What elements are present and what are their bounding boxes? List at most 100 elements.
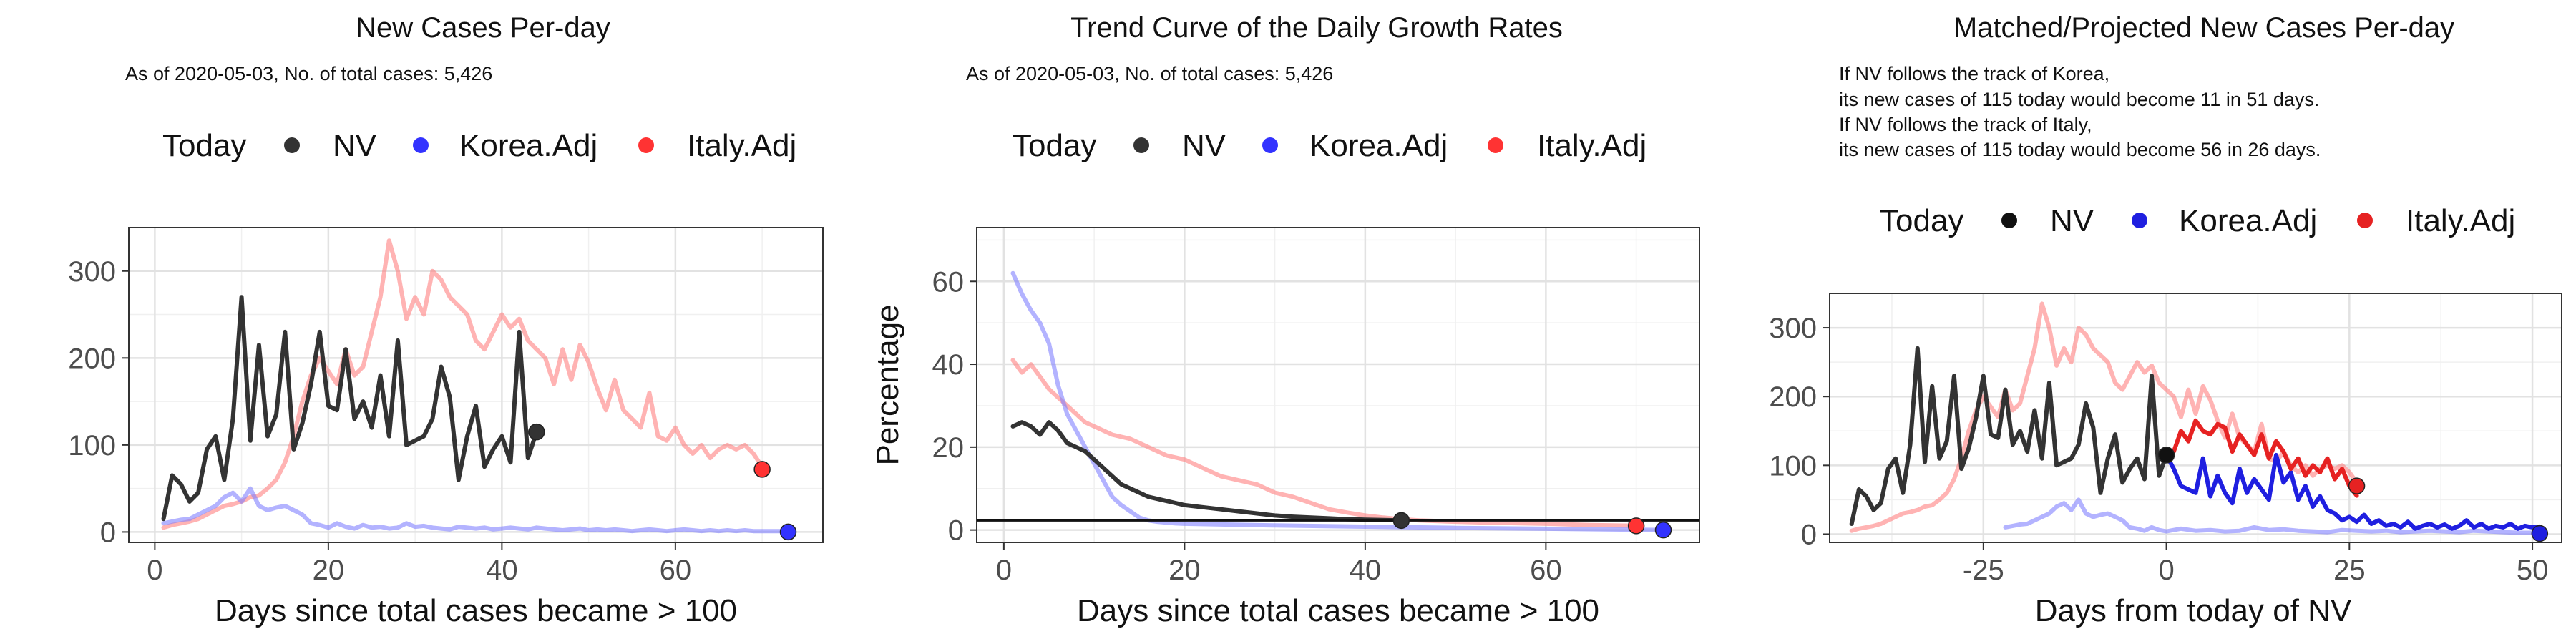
y-tick-label: 0 xyxy=(1801,519,1817,550)
x-tick-label: 0 xyxy=(147,555,162,586)
x-axis: -25 0 25 50 xyxy=(1963,542,2548,586)
legend-key-nv xyxy=(1133,137,1149,153)
legend-key-korea xyxy=(413,137,429,153)
today-point xyxy=(2348,477,2366,494)
legend-label-italy: Italy.Adj xyxy=(687,128,796,163)
x-tick-label: 20 xyxy=(1169,555,1201,586)
y-tick-label: 60 xyxy=(932,266,965,298)
y-tick-label: 100 xyxy=(1769,450,1817,482)
series-line xyxy=(2164,452,2542,531)
legend-key-italy xyxy=(1488,137,1503,153)
legend-label-nv: NV xyxy=(333,128,377,163)
chart-panel-projected: Matched/Projected New Cases Per-day If N… xyxy=(1769,12,2562,628)
series-layer xyxy=(161,238,797,541)
legend-label-nv: NV xyxy=(1182,128,1226,163)
y-tick-label: 100 xyxy=(68,430,116,462)
legend-key-nv xyxy=(284,137,300,153)
plot-panel-bg xyxy=(129,228,823,542)
y-tick-label: 300 xyxy=(1769,313,1817,344)
x-tick-label: 50 xyxy=(2517,555,2549,586)
series-line xyxy=(161,295,539,522)
series-line xyxy=(161,486,791,535)
today-point xyxy=(1627,517,1645,535)
today-point xyxy=(779,523,797,541)
legend-key-korea xyxy=(1262,137,1278,153)
today-point xyxy=(1392,512,1410,530)
today-point xyxy=(2157,447,2175,464)
chart-panel-new-cases: New Cases Per-day As of 2020-05-03, No. … xyxy=(68,12,824,628)
today-point xyxy=(753,461,771,478)
y-axis-label: Percentage xyxy=(870,304,905,465)
y-tick-label: 200 xyxy=(68,343,116,374)
legend-key-italy xyxy=(2357,213,2373,228)
series-layer xyxy=(977,270,1699,539)
x-tick-label: -25 xyxy=(1963,555,2004,586)
series-line xyxy=(1010,270,1666,532)
plot-panel-border xyxy=(976,227,1700,543)
chart-subtitle: As of 2020-05-03, No. of total cases: 5,… xyxy=(966,63,1333,84)
legend-title: Today xyxy=(162,128,246,163)
today-point xyxy=(528,423,545,441)
chart-subtitle: As of 2020-05-03, No. of total cases: 5,… xyxy=(125,63,492,84)
series-layer xyxy=(1849,301,2549,542)
x-axis: 0 20 40 60 xyxy=(996,542,1562,586)
annotation-line: its new cases of 115 today would become … xyxy=(1839,89,2319,110)
x-axis: 0 20 40 60 xyxy=(147,542,691,586)
today-point xyxy=(2531,525,2549,542)
y-tick-label: 300 xyxy=(68,256,116,288)
legend: Today NV Korea.Adj Italy.Adj xyxy=(1013,128,1646,163)
plot-area: -25 0 25 50 0 100 200 300 xyxy=(1769,293,2562,586)
annotation-line: If NV follows the track of Italy, xyxy=(1839,114,2092,135)
x-axis-label: Days from today of NV xyxy=(2035,593,2352,628)
legend-title: Today xyxy=(1880,203,1963,238)
legend-label-nv: NV xyxy=(2050,203,2094,238)
x-tick-label: 20 xyxy=(313,555,345,586)
x-axis-label: Days since total cases became > 100 xyxy=(215,593,737,628)
plot-panel-bg xyxy=(1830,293,2562,542)
plot-area: 0 20 40 60 0 100 200 300 xyxy=(68,227,824,586)
y-tick-label: 40 xyxy=(932,349,965,381)
series-line xyxy=(161,238,765,530)
y-tick-label: 200 xyxy=(1769,381,1817,413)
x-tick-label: 60 xyxy=(660,555,692,586)
chart-title: Matched/Projected New Cases Per-day xyxy=(1953,12,2454,44)
legend-label-korea: Korea.Adj xyxy=(459,128,597,163)
grid xyxy=(129,228,823,542)
legend-key-korea xyxy=(2132,213,2147,228)
x-tick-label: 0 xyxy=(2158,555,2174,586)
y-axis: 0 20 40 60 xyxy=(932,266,977,547)
grid xyxy=(1830,293,2562,542)
y-tick-label: 0 xyxy=(100,517,116,548)
legend: Today NV Korea.Adj Italy.Adj xyxy=(162,128,796,163)
annotation-line: its new cases of 115 today would become … xyxy=(1839,139,2321,160)
plot-area: 0 20 40 60 0 20 40 60 xyxy=(932,227,1700,586)
legend-title: Today xyxy=(1013,128,1096,163)
series-line xyxy=(1849,301,2359,533)
x-tick-label: 0 xyxy=(996,555,1012,586)
x-tick-label: 40 xyxy=(486,555,518,586)
series-line xyxy=(1849,346,2169,526)
series-line xyxy=(1010,420,1404,523)
series-line xyxy=(2003,497,2542,536)
y-axis: 0 100 200 300 xyxy=(1769,313,1830,550)
legend-label-korea: Korea.Adj xyxy=(2179,203,2317,238)
plot-panel-border xyxy=(1829,293,2562,543)
annotation-line: If NV follows the track of Korea, xyxy=(1839,63,2109,84)
y-axis: 0 100 200 300 xyxy=(68,256,129,548)
x-tick-label: 60 xyxy=(1530,555,1562,586)
x-axis-label: Days since total cases became > 100 xyxy=(1077,593,1599,628)
y-tick-label: 0 xyxy=(948,515,964,547)
annotation-block: If NV follows the track of Korea, its ne… xyxy=(1839,63,2321,160)
plot-panel-bg xyxy=(977,228,1699,542)
x-tick-label: 25 xyxy=(2333,555,2366,586)
series-line xyxy=(2164,418,2359,498)
legend-label-korea: Korea.Adj xyxy=(1309,128,1448,163)
legend-label-italy: Italy.Adj xyxy=(2406,203,2515,238)
chart-panel-growth-rates: Trend Curve of the Daily Growth Rates As… xyxy=(870,12,1700,628)
x-tick-label: 40 xyxy=(1350,555,1382,586)
today-point xyxy=(1654,521,1672,539)
legend: Today NV Korea.Adj Italy.Adj xyxy=(1880,203,2515,238)
y-tick-label: 20 xyxy=(932,432,965,464)
legend-label-italy: Italy.Adj xyxy=(1537,128,1646,163)
